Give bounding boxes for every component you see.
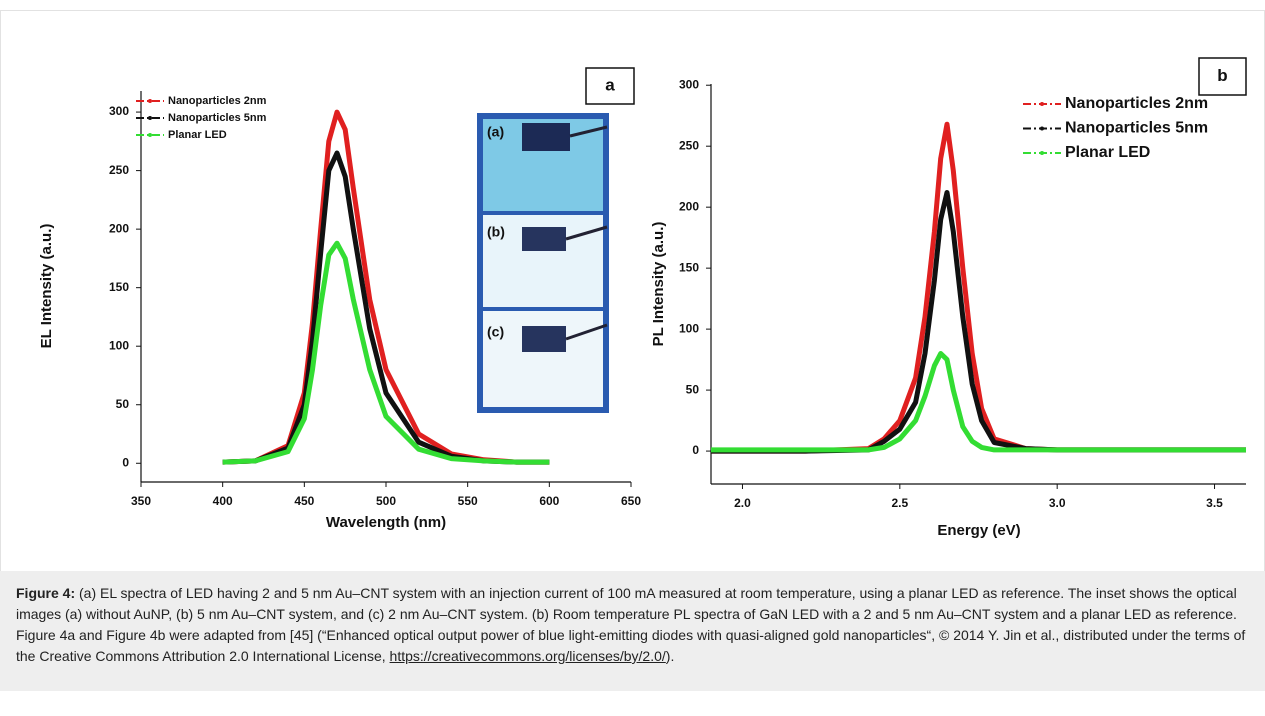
x-tick-label: 2.0: [734, 496, 751, 510]
caption: Figure 4: (a) EL spectra of LED having 2…: [0, 571, 1265, 691]
panel-label: a: [605, 75, 615, 94]
x-tick-label: 3.0: [1049, 496, 1066, 510]
data-line: [222, 240, 550, 465]
legend-label: Planar LED: [168, 129, 227, 141]
caption-text: (a) EL spectra of LED having 2 and 5 nm …: [16, 585, 1246, 664]
y-tick-label: 100: [109, 338, 129, 352]
inset-probe: [569, 125, 608, 138]
y-tick-label: 250: [679, 138, 699, 152]
inset-label: (c): [487, 324, 504, 340]
y-tick-label: 300: [679, 77, 699, 91]
inset-probe: [565, 323, 608, 341]
x-tick-label: 2.5: [891, 496, 908, 510]
legend-marker: [148, 116, 152, 120]
x-tick-label: 500: [376, 494, 396, 508]
x-axis-title: Wavelength (nm): [326, 514, 446, 531]
y-tick-label: 150: [679, 260, 699, 274]
y-tick-label: 100: [679, 321, 699, 335]
inset-label: (a): [487, 124, 504, 140]
x-tick-label: 600: [539, 494, 559, 508]
legend-label: Nanoparticles 5nm: [1065, 120, 1208, 137]
legend-label: Planar LED: [1065, 144, 1150, 161]
legend-label: Nanoparticles 2nm: [1065, 95, 1208, 112]
license-link[interactable]: https://creativecommons.org/licenses/by/…: [389, 648, 666, 664]
x-tick-label: 350: [131, 494, 151, 508]
panel-label-box: [1198, 57, 1247, 96]
y-tick-label: 250: [109, 163, 129, 177]
panel-label-box: [585, 67, 635, 105]
x-tick-label: 3.5: [1206, 496, 1223, 510]
legend-marker: [1040, 102, 1044, 106]
caption-tail: ).: [665, 648, 675, 664]
inset-image: (a) (b) (c): [477, 113, 609, 413]
inset-label: (b): [487, 224, 505, 240]
data-line: [711, 190, 1246, 454]
legend-label: Nanoparticles 5nm: [168, 112, 267, 124]
y-axis-title: PL Intensity (a.u.): [650, 222, 667, 347]
y-tick-label: 50: [116, 397, 130, 411]
y-tick-label: 0: [692, 443, 699, 457]
inset-pad: [522, 123, 570, 151]
y-tick-label: 200: [679, 199, 699, 213]
x-tick-label: 650: [621, 494, 641, 508]
legend-marker: [1040, 126, 1044, 131]
y-tick-label: 50: [686, 382, 700, 396]
legend-marker: [148, 99, 152, 103]
y-tick-label: 150: [109, 280, 129, 294]
inset-probe: [565, 225, 608, 241]
x-tick-label: 400: [213, 494, 233, 508]
x-axis-title: Energy (eV): [937, 522, 1020, 539]
data-line: [711, 351, 1246, 453]
y-tick-label: 300: [109, 104, 129, 118]
y-tick-label: 200: [109, 221, 129, 235]
y-axis-title: EL Intensity (a.u.): [38, 224, 55, 349]
panel-label: b: [1217, 66, 1227, 85]
inset-pad: [522, 227, 566, 251]
x-tick-label: 550: [458, 494, 478, 508]
legend-marker: [148, 133, 152, 137]
caption-label: Figure 4:: [16, 585, 76, 601]
legend-marker: [1040, 151, 1044, 155]
x-tick-label: 450: [294, 494, 314, 508]
legend-label: Nanoparticles 2nm: [168, 95, 267, 107]
y-tick-label: 0: [122, 455, 129, 469]
inset-pad: [522, 326, 566, 352]
figure: 0 50 100 150 200 250 300 350 400 450 500 550 600 650 W…: [0, 10, 1265, 571]
